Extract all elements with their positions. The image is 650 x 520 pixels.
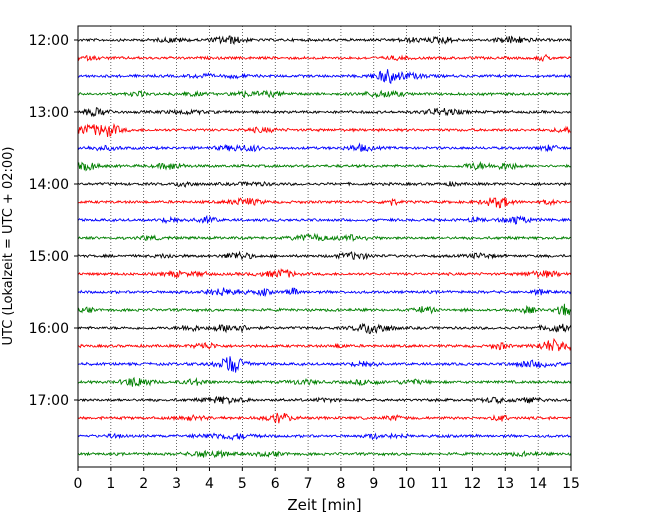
y-tick-label: 16:00 [29, 321, 69, 337]
trace-line [77, 412, 571, 424]
trace-line [77, 180, 571, 188]
x-tick-label: 8 [336, 476, 345, 492]
x-tick-label: 0 [74, 476, 83, 492]
trace-line [77, 356, 571, 373]
trace-line [77, 214, 572, 225]
trace-line [77, 69, 572, 85]
trace-line [77, 395, 572, 405]
x-tick-label: 11 [431, 476, 449, 492]
trace-line [77, 35, 571, 45]
x-tick-label: 10 [398, 476, 416, 492]
trace-line [77, 376, 572, 387]
x-tick-label: 2 [139, 476, 148, 492]
x-tick-label: 5 [238, 476, 247, 492]
trace-line [77, 250, 572, 261]
y-axis-label: UTC (Lokalzeit = UTC + 02:00) [1, 147, 16, 346]
trace-line [77, 89, 571, 99]
trace-line [77, 196, 571, 209]
trace-line [77, 337, 572, 352]
x-tick-label: 14 [529, 476, 547, 492]
y-tick-label: 17:00 [29, 393, 69, 409]
x-tick-label: 9 [369, 476, 378, 492]
trace-line [77, 322, 572, 335]
trace-line [77, 232, 572, 243]
trace-line [77, 303, 572, 316]
trace-line [77, 268, 572, 279]
x-tick-label: 3 [172, 476, 181, 492]
x-tick-label: 1 [106, 476, 115, 492]
x-tick-label: 6 [271, 476, 280, 492]
trace-line [77, 449, 572, 459]
x-tick-label: 12 [463, 476, 481, 492]
trace-line [77, 432, 572, 441]
y-axis: 12:00 13:00 14:00 15:00 16:00 17:00 [29, 33, 78, 409]
x-tick-label: 4 [205, 476, 214, 492]
trace-line [77, 107, 572, 118]
x-tick-label: 15 [562, 476, 580, 492]
trace-line [77, 160, 572, 172]
trace-line [77, 287, 572, 298]
x-tick-label: 13 [496, 476, 514, 492]
x-tick-label: 7 [304, 476, 313, 492]
y-tick-label: 15:00 [29, 249, 69, 265]
x-axis: 0 1 2 3 4 5 6 7 8 9 10 11 12 13 14 15 [74, 467, 580, 492]
y-tick-label: 14:00 [29, 177, 69, 193]
plot-frame [77, 25, 572, 468]
trace-line [77, 142, 572, 153]
x-axis-label: Zeit [min] [287, 496, 361, 514]
trace-line [77, 122, 571, 138]
y-tick-label: 13:00 [29, 105, 69, 121]
trace-line [77, 53, 571, 62]
y-tick-label: 12:00 [29, 33, 69, 49]
trace-group [77, 35, 572, 459]
